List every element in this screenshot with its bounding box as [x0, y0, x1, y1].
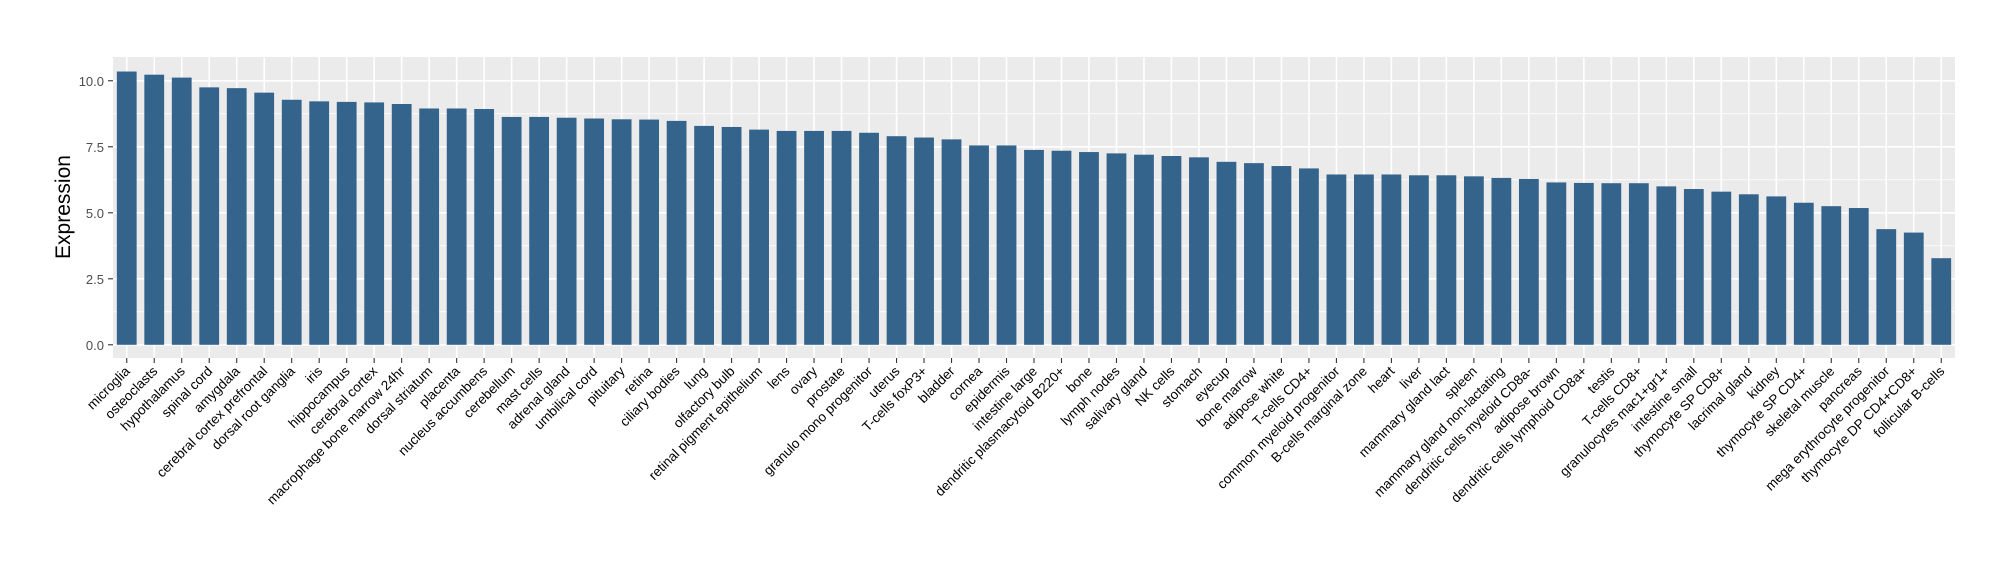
bar [281, 99, 302, 345]
bar [1051, 150, 1072, 345]
bar [1793, 202, 1814, 345]
bar [639, 119, 660, 345]
bar [1573, 182, 1594, 345]
bar [611, 119, 632, 345]
bar [1079, 152, 1099, 345]
bar [721, 126, 742, 345]
bar [1546, 182, 1567, 345]
bar [1354, 174, 1374, 345]
bar [914, 137, 934, 345]
bar [886, 136, 907, 345]
x-tick-label: heart [1365, 363, 1398, 396]
bars [116, 71, 1952, 345]
bar [776, 130, 797, 345]
bar [666, 120, 687, 345]
bar [694, 125, 714, 345]
bar [1024, 149, 1044, 345]
bar [226, 88, 247, 345]
bar [1244, 163, 1264, 345]
bar [474, 109, 495, 345]
bar [1738, 194, 1759, 345]
bar [859, 132, 879, 345]
bar [1271, 166, 1292, 345]
y-tick-label: 5.0 [86, 206, 104, 221]
bar [1848, 208, 1869, 345]
bar [144, 74, 165, 345]
bar [1683, 189, 1704, 345]
bar [1628, 183, 1649, 345]
bar [1601, 183, 1622, 345]
bar [1134, 154, 1154, 345]
bar [1326, 174, 1347, 345]
bar [831, 130, 852, 345]
bar [1518, 178, 1539, 345]
y-tick-label: 2.5 [86, 272, 104, 287]
y-tick-label: 7.5 [86, 140, 104, 155]
bar [529, 116, 550, 345]
bar [1106, 153, 1127, 345]
bar [254, 92, 275, 345]
bar [1436, 175, 1457, 345]
bar [996, 145, 1017, 345]
bar [336, 101, 357, 345]
bar [391, 103, 412, 345]
bar [1216, 161, 1237, 345]
bar [1766, 196, 1787, 345]
bar [199, 87, 220, 345]
bar [364, 102, 385, 345]
bar [1408, 175, 1429, 345]
bar [116, 71, 137, 345]
bar [1381, 174, 1402, 345]
bar [941, 139, 962, 345]
bar [969, 145, 989, 345]
bar [749, 129, 769, 345]
bar [1903, 232, 1924, 345]
bar [1189, 157, 1209, 345]
bar [1299, 168, 1319, 345]
bar [1656, 186, 1677, 345]
bar [1711, 191, 1732, 345]
bar [1161, 156, 1182, 345]
bar [309, 101, 330, 345]
y-axis-ticks: 0.0 2.5 5.0 7.5 10.0 [79, 74, 113, 353]
bar [1463, 176, 1484, 345]
bar [1821, 206, 1842, 345]
bar [501, 116, 522, 345]
bar [1876, 229, 1897, 345]
bar [419, 108, 440, 345]
bar [1931, 258, 1952, 345]
bar [556, 117, 577, 345]
bar [171, 77, 192, 345]
bar [804, 130, 824, 345]
y-tick-label: 10.0 [79, 74, 104, 89]
bar [1491, 177, 1512, 345]
y-axis-label: Expression [52, 155, 75, 259]
bar [584, 118, 605, 345]
bar [446, 108, 467, 345]
y-tick-label: 0.0 [86, 338, 104, 353]
